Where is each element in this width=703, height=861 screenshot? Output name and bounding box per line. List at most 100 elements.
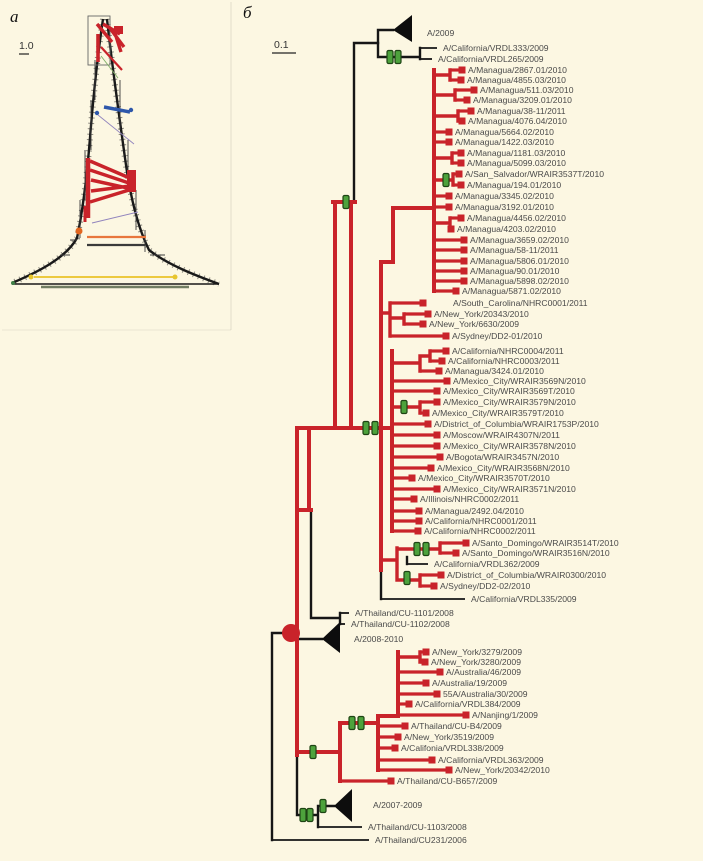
tip-label: A/Managua/5664.02/2010 bbox=[455, 127, 554, 137]
overview-blue-node-right bbox=[128, 107, 134, 113]
tip-cap bbox=[424, 310, 432, 318]
collapsed-clade-a2009-triangle bbox=[393, 15, 412, 42]
overview-yellow-node-right bbox=[172, 274, 178, 280]
tip-cap bbox=[424, 420, 432, 428]
tip-label: A/Managua/2492.04/2010 bbox=[425, 506, 524, 516]
tip-label: A/Bogota/WRAIR3457N/2010 bbox=[446, 452, 559, 462]
tip-label: A/Mexico_City/WRAIR3568N/2010 bbox=[437, 463, 570, 473]
panel-a: а 1.0 bbox=[2, 2, 232, 331]
tip-label: A/Australia/46/2009 bbox=[446, 667, 521, 677]
tip-label: A/Managua/194.01/2010 bbox=[467, 180, 561, 190]
tip-cap bbox=[445, 766, 453, 774]
tip-cap bbox=[460, 267, 468, 275]
tip-label: A/California/VRDL384/2009 bbox=[415, 699, 521, 709]
tip-cap bbox=[463, 96, 471, 104]
tip-label: A/Sydney/DD2-01/2010 bbox=[452, 331, 543, 341]
tip-cap bbox=[462, 711, 470, 719]
tip-cap bbox=[433, 431, 441, 439]
tip-cap bbox=[470, 86, 478, 94]
tip-cap bbox=[415, 517, 423, 525]
tip-cap bbox=[433, 387, 441, 395]
tip-cap bbox=[442, 332, 450, 340]
tip-label: A/California/NHRC0004/2011 bbox=[452, 346, 564, 356]
tip-label: A/California/NHRC0002/2011 bbox=[424, 526, 536, 536]
tip-cap bbox=[443, 377, 451, 385]
mutation-marker bbox=[342, 194, 350, 210]
overview-red-top-cluster bbox=[95, 22, 126, 53]
tip-cap bbox=[435, 367, 443, 375]
tip-cap bbox=[458, 66, 466, 74]
tip-cap bbox=[433, 690, 441, 698]
panel-a-scale-label: 1.0 bbox=[19, 40, 34, 52]
tip-cap bbox=[436, 453, 444, 461]
collapsed-clade-label: A/2007-2009 bbox=[373, 800, 422, 810]
tip-cap bbox=[427, 464, 435, 472]
tip-label: A/Mexico_City/WRAIR3569T/2010 bbox=[443, 386, 575, 396]
tip-cap bbox=[457, 76, 465, 84]
mutation-marker bbox=[386, 49, 394, 65]
tip-cap bbox=[445, 192, 453, 200]
tip-cap bbox=[422, 679, 430, 687]
tip-cap bbox=[394, 733, 402, 741]
tip-label: A/Illinois/NHRC0002/2011 bbox=[420, 494, 519, 504]
tip-label: A/Managua/4456.02/2010 bbox=[467, 213, 566, 223]
mutation-marker bbox=[357, 715, 365, 731]
tip-label: A/Mexico_City/WRAIR3579T/2010 bbox=[432, 408, 564, 418]
mutation-marker bbox=[348, 715, 356, 731]
panel-b: б 0.1 bbox=[243, 3, 619, 845]
tip-label: A/Managua/4203.02/2010 bbox=[457, 224, 556, 234]
tip-label: 55A/Australia/30/2009 bbox=[443, 689, 528, 699]
tip-label: A/Managua/5871.02/2010 bbox=[462, 286, 561, 296]
mutation-marker bbox=[394, 49, 402, 65]
overview-orange-node bbox=[75, 227, 83, 235]
tip-label: A/Mexico_City/WRAIR3579N/2010 bbox=[443, 397, 576, 407]
branch-a2009-clade bbox=[376, 28, 422, 61]
tip-label: A/Managua/3659.02/2010 bbox=[470, 235, 569, 245]
overview-purple-connector-2 bbox=[91, 211, 139, 224]
tip-label: A/Managua/4076.04/2010 bbox=[468, 116, 567, 126]
tree-b-markers bbox=[299, 49, 450, 823]
tip-cap bbox=[457, 214, 465, 222]
branch-southcarolina-group bbox=[379, 301, 406, 338]
tip-label: A/California/VRDL333/2009 bbox=[443, 43, 549, 53]
tip-label: A/New_York/3519/2009 bbox=[404, 732, 494, 742]
tip-label: A/Managua/1181.03/2010 bbox=[467, 148, 565, 158]
tip-label: A/California/VRDL335/2009 bbox=[471, 594, 577, 604]
tip-label: A/New_York/20343/2010 bbox=[434, 309, 529, 319]
tip-cap bbox=[437, 571, 445, 579]
overview-red-diagonal bbox=[100, 46, 123, 71]
tip-label: A/Thailand/CU231/2006 bbox=[375, 835, 467, 845]
tip-label: A/Nanjing/1/2009 bbox=[472, 710, 538, 720]
panel-a-letter: а bbox=[10, 7, 19, 26]
mutation-marker bbox=[309, 744, 317, 760]
tip-cap bbox=[410, 495, 418, 503]
tip-cap bbox=[457, 149, 465, 157]
tip-label: A/California/VRDL362/2009 bbox=[434, 559, 540, 569]
tip-cap bbox=[405, 700, 413, 708]
branch-mexico-subclades bbox=[390, 349, 432, 415]
tip-label: A/New_York/3280/2009 bbox=[431, 657, 521, 667]
branch-spine-upper bbox=[333, 200, 353, 430]
overview-blue-band bbox=[103, 105, 131, 114]
tip-label: A/Mexico_City/WRAIR3578N/2010 bbox=[443, 441, 576, 451]
overview-green-node bbox=[11, 281, 15, 285]
tip-cap bbox=[457, 159, 465, 167]
branch-newyork-pair bbox=[396, 650, 422, 664]
overview-purple-connector-1 bbox=[97, 114, 135, 145]
tip-label: A/Califonia/VRDL338/2009 bbox=[401, 743, 504, 753]
panel-b-letter: б bbox=[243, 3, 252, 22]
tip-label: A/Managua/38-11/2011 bbox=[477, 106, 566, 116]
tip-cap bbox=[445, 203, 453, 211]
tip-cap bbox=[455, 170, 463, 178]
tip-label: A/Managua/5099.03/2010 bbox=[467, 158, 566, 168]
branch-top-spine bbox=[352, 41, 380, 202]
tip-label: A/New_York/3279/2009 bbox=[432, 647, 522, 657]
tip-cap bbox=[415, 507, 423, 515]
tip-label: A/San_Salvador/WRAIR3537T/2010 bbox=[465, 169, 604, 179]
tip-label: A/District_of_Columbia/WRAIR1753P/2010 bbox=[434, 419, 599, 429]
branch-clade2010-spine bbox=[379, 206, 436, 572]
tip-cap bbox=[408, 474, 416, 482]
overview-blue-node-left bbox=[94, 110, 100, 116]
mutation-marker bbox=[306, 807, 314, 823]
